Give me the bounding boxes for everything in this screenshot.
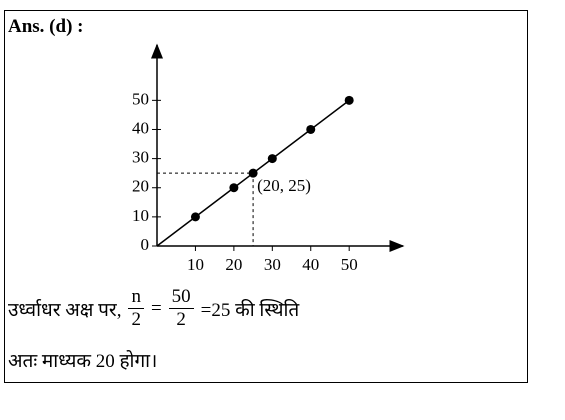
line-start xyxy=(156,216,196,247)
x-tick-label: 40 xyxy=(302,255,319,274)
y-tick-label: 30 xyxy=(132,148,149,167)
y-tick-label: 0 xyxy=(141,235,150,254)
conclusion: अतः माध्यक 20 होगा। xyxy=(8,351,158,372)
point xyxy=(190,212,200,222)
fraction: 50 2 xyxy=(168,286,194,331)
ogive-line xyxy=(194,99,350,218)
y-tick-label: 50 xyxy=(132,89,149,108)
point xyxy=(248,168,258,178)
equals: = xyxy=(150,297,162,319)
x-tick-label: 30 xyxy=(264,255,281,274)
y-tick-label: 20 xyxy=(132,177,149,196)
lead-text: उर्ध्वाधर अक्ष पर, xyxy=(8,299,122,321)
tail-text: =25 की स्थिति xyxy=(200,299,300,321)
y-tick-label: 10 xyxy=(132,206,149,225)
point xyxy=(229,183,239,193)
x-tick-label: 50 xyxy=(341,255,358,274)
x-tick-label: 20 xyxy=(225,255,242,274)
annotation: (20, 25) xyxy=(257,176,311,195)
x-tick-label: 10 xyxy=(187,255,204,274)
numerator: 50 xyxy=(168,286,194,309)
answer-label: Ans. (d) : xyxy=(8,16,84,37)
numerator: n xyxy=(128,286,144,309)
point xyxy=(267,154,277,164)
denominator: 2 xyxy=(131,309,141,330)
point xyxy=(306,124,316,134)
answer-box xyxy=(4,10,528,383)
y-tick-label: 40 xyxy=(132,118,149,137)
denominator: 2 xyxy=(176,309,186,330)
point xyxy=(344,95,354,105)
